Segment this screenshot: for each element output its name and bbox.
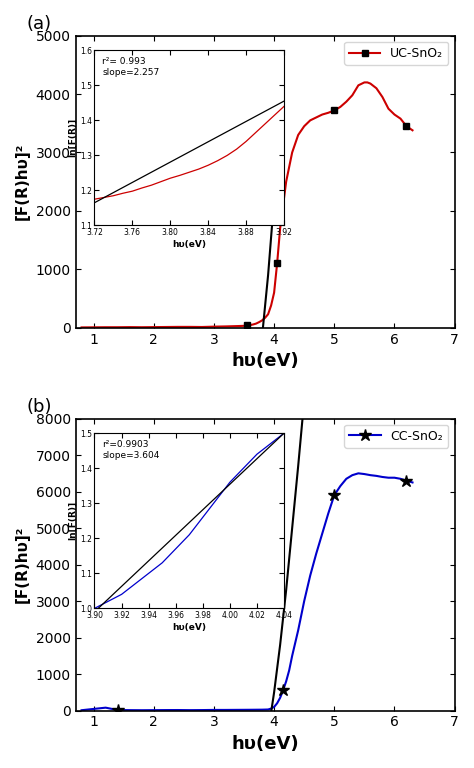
Text: (a): (a) — [26, 15, 51, 33]
Legend: UC-SnO₂: UC-SnO₂ — [344, 42, 448, 65]
X-axis label: hυ(eV): hυ(eV) — [231, 735, 299, 753]
X-axis label: hυ(eV): hυ(eV) — [231, 352, 299, 370]
Y-axis label: [F(R)hυ]²: [F(R)hυ]² — [15, 526, 30, 604]
Legend: CC-SnO₂: CC-SnO₂ — [345, 425, 448, 448]
Text: (b): (b) — [26, 398, 52, 415]
Y-axis label: [F(R)hυ]²: [F(R)hυ]² — [15, 143, 30, 220]
